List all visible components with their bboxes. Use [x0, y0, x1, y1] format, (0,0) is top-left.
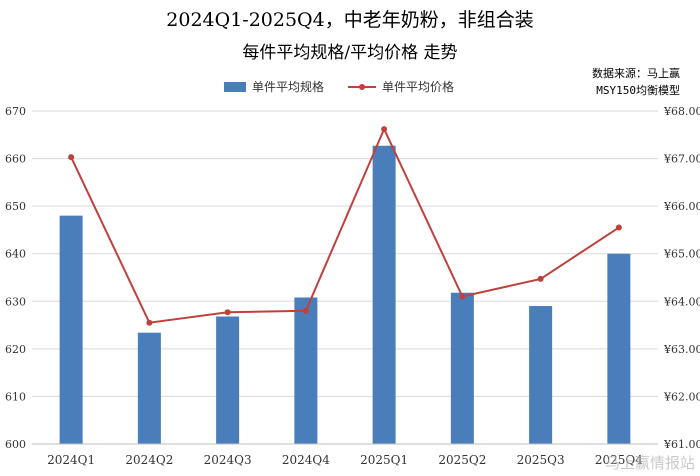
x-tick-label: 2025Q2 [438, 453, 486, 467]
source-note-line1: 数据来源：马上赢 [592, 66, 680, 80]
bar [137, 332, 161, 444]
x-tick-label: 2024Q2 [125, 453, 173, 467]
x-tick-label: 2024Q1 [47, 453, 95, 467]
line-point [146, 319, 153, 326]
x-tick-label: 2024Q3 [204, 453, 252, 467]
line-point [381, 126, 388, 133]
x-tick-label: 2024Q4 [282, 453, 330, 467]
legend-label-line: 单件平均价格 [382, 79, 454, 94]
right-tick-label: ¥66.00 [663, 200, 700, 213]
x-tick-label: 2025Q4 [595, 453, 643, 467]
x-axis: 2024Q1 2024Q2 2024Q3 2024Q4 2025Q1 2025Q2 2025… [32, 443, 658, 467]
watermark-text: 马上赢情报站 [605, 454, 695, 472]
right-tick-label: ¥63.00 [663, 343, 700, 356]
line-point [537, 275, 544, 282]
bar [216, 316, 240, 444]
legend: 单件平均规格 单件平均价格 [224, 79, 454, 94]
bar [450, 292, 474, 444]
left-axis: 600 610 620 630 640 650 660 670 [5, 105, 26, 451]
left-tick-label: 640 [5, 248, 26, 261]
left-tick-label: 670 [5, 105, 26, 118]
left-tick-label: 630 [5, 295, 26, 308]
legend-label-bar: 单件平均规格 [252, 79, 324, 94]
left-tick-label: 610 [5, 390, 26, 403]
bar [607, 253, 631, 444]
bar [529, 306, 553, 444]
right-tick-label: ¥61.00 [663, 438, 700, 451]
bar [294, 297, 318, 444]
line-point [224, 309, 231, 316]
chart-title: 2024Q1-2025Q4，中老年奶粉，非组合装 [166, 9, 533, 31]
line-point [68, 154, 75, 161]
right-tick-label: ¥67.00 [663, 153, 700, 166]
bar-series [59, 145, 631, 444]
bar [59, 215, 83, 444]
bar [372, 145, 396, 444]
chart-subtitle: 每件平均规格/平均价格 走势 [242, 43, 457, 63]
x-tick-label: 2025Q3 [517, 453, 565, 467]
legend-swatch-bar [224, 82, 246, 92]
x-tick-label: 2025Q1 [360, 453, 408, 467]
right-axis: ¥61.00 ¥62.00 ¥63.00 ¥64.00 ¥65.00 ¥66.00 ¥67.… [663, 105, 700, 451]
source-note-line2: MSY150均衡模型 [596, 83, 680, 97]
left-tick-label: 600 [5, 438, 26, 451]
left-tick-label: 650 [5, 200, 26, 213]
right-tick-label: ¥65.00 [663, 248, 700, 261]
legend-swatch-point [359, 84, 365, 90]
line-point [459, 293, 466, 300]
right-tick-label: ¥68.00 [663, 105, 700, 118]
left-tick-label: 620 [5, 343, 26, 356]
line-point [302, 307, 309, 314]
line-point [615, 224, 622, 231]
series-line [70, 126, 620, 324]
right-tick-label: ¥62.00 [663, 390, 700, 403]
line-series [68, 126, 622, 326]
right-tick-label: ¥64.00 [663, 295, 700, 308]
grid-lines [32, 110, 658, 445]
left-tick-label: 660 [5, 153, 26, 166]
